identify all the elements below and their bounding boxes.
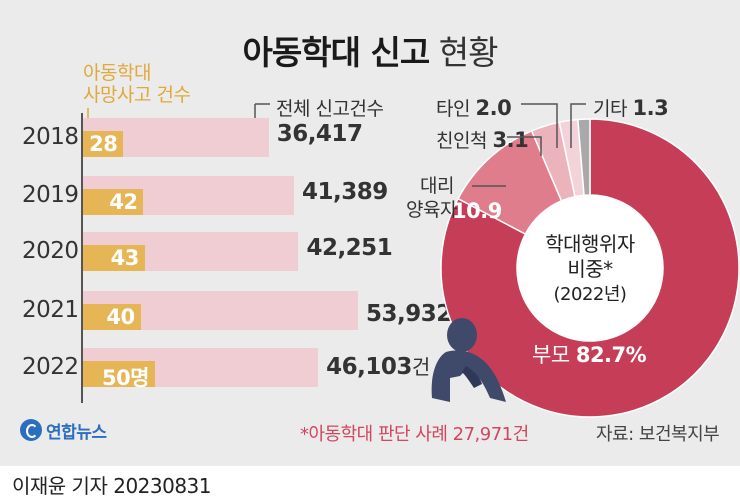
bar-axis [81,113,83,403]
death-value-label: 42 [109,190,138,214]
report-value: 46,103 [326,354,412,380]
slice-caregiver-label: 대리 양육자 [406,174,457,222]
slice-relative-value: 3.1 [492,128,529,152]
death-bar [83,304,141,330]
death-value-label: 40 [106,305,135,329]
death-bar [83,131,124,157]
donut-title-line1: 학대행위자 [545,232,635,256]
slice-etc-label: 기타 1.3 [593,94,669,121]
legend-report-count: 전체 신고건수 [276,98,384,120]
death-bar [83,245,145,271]
death-bar [83,189,144,215]
donut-title-line3: (2022년) [553,284,627,305]
report-value-label: 36,417 [277,121,363,147]
slice-caregiver-line1: 대리 [420,175,454,197]
child-silhouette-icon [431,318,506,402]
slice-other-label: 타인 2.0 [436,94,512,121]
death-value-label: 50명 [101,366,150,390]
slice-caregiver-value: 10.9 [452,199,502,223]
yonhap-logo-icon [20,419,42,441]
slice-other-name: 타인 [436,98,470,120]
leader-other [521,103,558,148]
year-label: 2022 [22,354,79,380]
slice-etc-value: 1.3 [632,96,669,120]
leader-relative [507,136,542,156]
infographic-card: 아동학대 신고 현황 아동학대 사망사고 건수 전체 신고건수 2018 28 36… [0,0,740,466]
slice-etc-name: 기타 [593,98,627,120]
slice-parent-value: 82.7% [575,343,647,367]
report-value-label: 42,251 [306,235,392,261]
donut-chart [440,118,740,418]
yonhap-logo-text: 연합뉴스 [46,422,107,443]
legend-death-line2: 사망사고 건수 [83,84,191,106]
donut-hole [517,195,663,341]
report-value: 36,417 [276,121,363,147]
donut-leaders [472,103,586,187]
slice-other-value: 2.0 [475,96,512,120]
year-label: 2018 [22,124,79,150]
legend-death-line1: 아동학대 [83,62,151,84]
report-value-label: 53,932 [366,301,452,327]
report-value: 42,251 [306,235,393,261]
title-light: 현황 [438,33,499,72]
death-value-label: 43 [110,246,140,270]
slice-relative-name: 친인척 [436,130,487,152]
source-credit: 자료: 보건복지부 [596,424,720,445]
report-unit: 건 [411,355,430,379]
death-bar [83,361,155,387]
footnote: *아동학대 판단 사례 27,971건 [300,424,529,445]
slice-parent-name: 부모 [532,343,570,367]
year-label: 2019 [22,182,79,208]
slice-caregiver-line2: 양육자 [406,199,457,221]
donut-title-line2: 비중* [567,257,613,281]
legend-death-count: 아동학대 사망사고 건수 [83,62,191,106]
year-label: 2020 [22,238,79,264]
title-bold: 아동학대 신고 [242,33,431,72]
report-value-label: 41,389 [302,179,388,205]
death-value-label: 28 [89,132,118,156]
report-value: 41,389 [302,179,388,205]
slice-relative-label: 친인척 3.1 [436,126,529,153]
year-label: 2021 [22,297,79,323]
byline: 이재윤 기자 20230831 [12,474,212,498]
slice-label-parent: 부모 82.7% [532,339,647,369]
page-title: 아동학대 신고 현황 [0,26,740,74]
report-value: 53,932 [366,301,452,327]
report-value-label: 46,103건 [326,351,430,380]
leader-etc [570,103,586,148]
yonhap-logo: 연합뉴스 [20,417,107,443]
